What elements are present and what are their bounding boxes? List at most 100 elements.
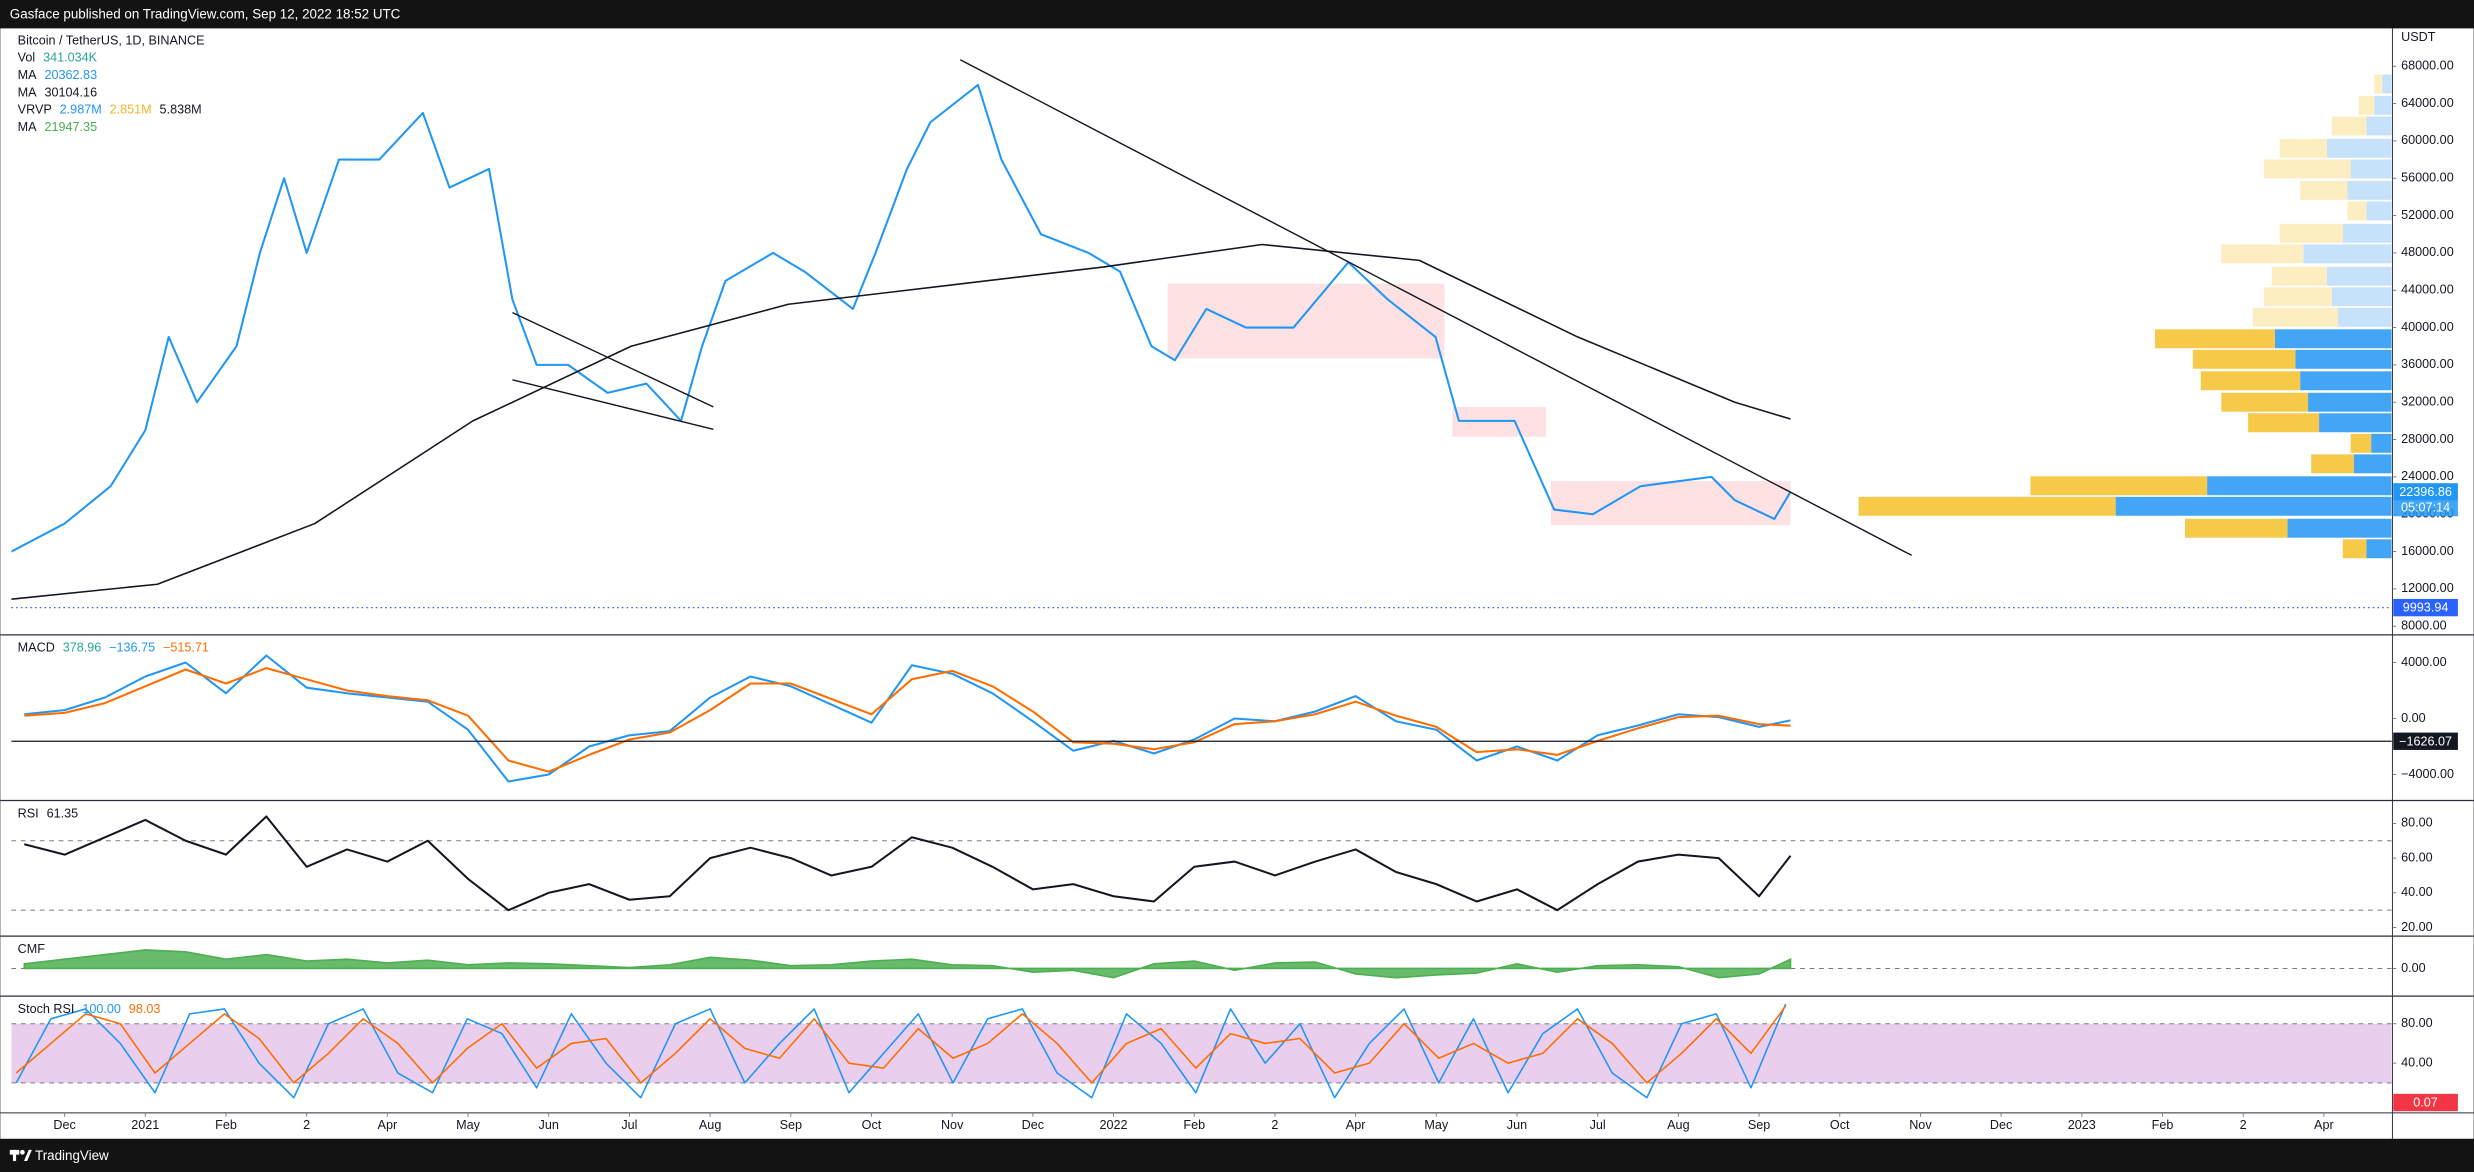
legend-value: 100.00: [82, 1002, 121, 1016]
profile-up: [2303, 244, 2392, 264]
price-tag: [2393, 598, 2458, 617]
profile-down: [2192, 349, 2296, 369]
y-tick-label: 20.00: [2401, 920, 2433, 934]
x-tick-label: Feb: [215, 1118, 237, 1132]
profile-up: [2347, 180, 2392, 200]
legend-name: RSI: [18, 806, 39, 820]
profile-down: [2221, 244, 2304, 264]
profile-up: [2338, 307, 2392, 327]
x-tick-label: May: [1424, 1118, 1449, 1132]
profile-up: [2366, 201, 2392, 221]
header-bar: [0, 0, 2474, 29]
legend-value: 378.96: [63, 641, 102, 655]
y-tick-label: 60.00: [2401, 850, 2433, 864]
band: [11, 1023, 2392, 1083]
x-tick-label: Jun: [539, 1118, 559, 1132]
x-tick-label: Apr: [378, 1118, 398, 1132]
profile-up: [2382, 74, 2392, 94]
y-tick-label: 0.00: [2401, 711, 2426, 725]
x-tick-label: Aug: [1667, 1118, 1689, 1132]
brand: TradingView: [35, 1148, 109, 1163]
y-tick-label: 36000.00: [2401, 357, 2454, 371]
profile-down: [2300, 180, 2348, 200]
profile-down: [2248, 413, 2320, 433]
x-tick-label: May: [456, 1118, 481, 1132]
legend-name: Stoch RSI: [18, 1002, 75, 1016]
profile-down: [2350, 433, 2372, 453]
price-tag: [2393, 483, 2458, 501]
y-tick-label: 80.00: [2401, 816, 2433, 830]
y-tick-label: 8000.00: [2401, 619, 2447, 633]
profile-up: [2374, 95, 2392, 115]
profile-up: [2366, 539, 2392, 559]
legend-name: MA: [18, 85, 38, 99]
series-line: [15, 1003, 1787, 1099]
x-tick-label: 2: [1271, 1118, 1278, 1132]
x-tick-label: Dec: [1990, 1118, 2012, 1132]
series-line: [15, 1005, 1787, 1084]
pane: [11, 74, 2392, 600]
x-tick-label: Sep: [780, 1118, 802, 1132]
x-tick-label: 2023: [2068, 1118, 2096, 1132]
x-tick-label: Nov: [1909, 1118, 1932, 1132]
x-tick-label: Jul: [621, 1118, 637, 1132]
profile-down: [2252, 307, 2339, 327]
y-tick-label: 64000.00: [2401, 96, 2454, 110]
profile-up: [2342, 223, 2392, 243]
y-tick-label: 28000.00: [2401, 432, 2454, 446]
publisher: Gasface published on TradingView.com, Se…: [10, 7, 401, 22]
profile-down: [1858, 496, 2116, 516]
footer-bar: [0, 1138, 2474, 1172]
x-tick-label: Apr: [2314, 1118, 2334, 1132]
series-area: [23, 949, 1792, 979]
profile-up: [2326, 266, 2392, 286]
x-tick-label: Dec: [1022, 1118, 1044, 1132]
profile-down: [2331, 116, 2367, 136]
profile-down: [2271, 266, 2327, 286]
y-tick-label: 32000.00: [2401, 395, 2454, 409]
y-tick-label: 44000.00: [2401, 283, 2454, 297]
profile-down: [2263, 159, 2351, 179]
series-line: [24, 667, 1791, 773]
y-tick-label: 56000.00: [2401, 171, 2454, 185]
profile-down: [2342, 539, 2367, 559]
legend-value: 5.838M: [160, 103, 202, 117]
pane: [24, 654, 1791, 783]
brand-logo: [9, 1149, 32, 1161]
x-tick-label: Oct: [862, 1118, 882, 1132]
profile-down: [2279, 223, 2343, 243]
y-tick-label: 16000.00: [2401, 544, 2454, 558]
series-line: [24, 815, 1792, 912]
x-tick-label: Jun: [1507, 1118, 1527, 1132]
profile-up: [2274, 329, 2392, 349]
x-tick-label: Nov: [941, 1118, 964, 1132]
x-tick-label: 2022: [1100, 1118, 1128, 1132]
legend-value: 61.35: [47, 806, 79, 820]
y-tick-label: 48000.00: [2401, 245, 2454, 259]
legend-value: 98.03: [129, 1002, 161, 1016]
profile-up: [2371, 433, 2392, 453]
y-tick-label: 4000.00: [2401, 655, 2447, 669]
x-tick-label: Oct: [1830, 1118, 1850, 1132]
x-tick-label: Aug: [699, 1118, 721, 1132]
price-tag-label: 22396.86: [2399, 485, 2452, 499]
profile-up: [2326, 138, 2392, 158]
legend-name: VRVP: [18, 103, 52, 117]
legend-value: 20362.83: [44, 68, 97, 82]
profile-down: [2374, 74, 2383, 94]
profile-up: [2295, 349, 2392, 369]
y-tick-label: 80.00: [2401, 1016, 2433, 1030]
profile-down: [2221, 392, 2309, 412]
zone: [1550, 481, 1791, 526]
legend-value: 30104.16: [44, 85, 97, 99]
x-tick-label: Sep: [1748, 1118, 1770, 1132]
price-tag-label: −1626.07: [2399, 734, 2452, 748]
series-line: [11, 243, 1791, 600]
x-tick-label: Jul: [1590, 1118, 1606, 1132]
profile-up: [2353, 454, 2392, 474]
x-tick-label: Feb: [1183, 1118, 1205, 1132]
x-tick-label: Dec: [53, 1118, 75, 1132]
symbol-title: Bitcoin / TetherUS, 1D, BINANCE: [18, 33, 205, 47]
price-tag: [2393, 732, 2458, 750]
legend-name: MA: [18, 120, 38, 134]
